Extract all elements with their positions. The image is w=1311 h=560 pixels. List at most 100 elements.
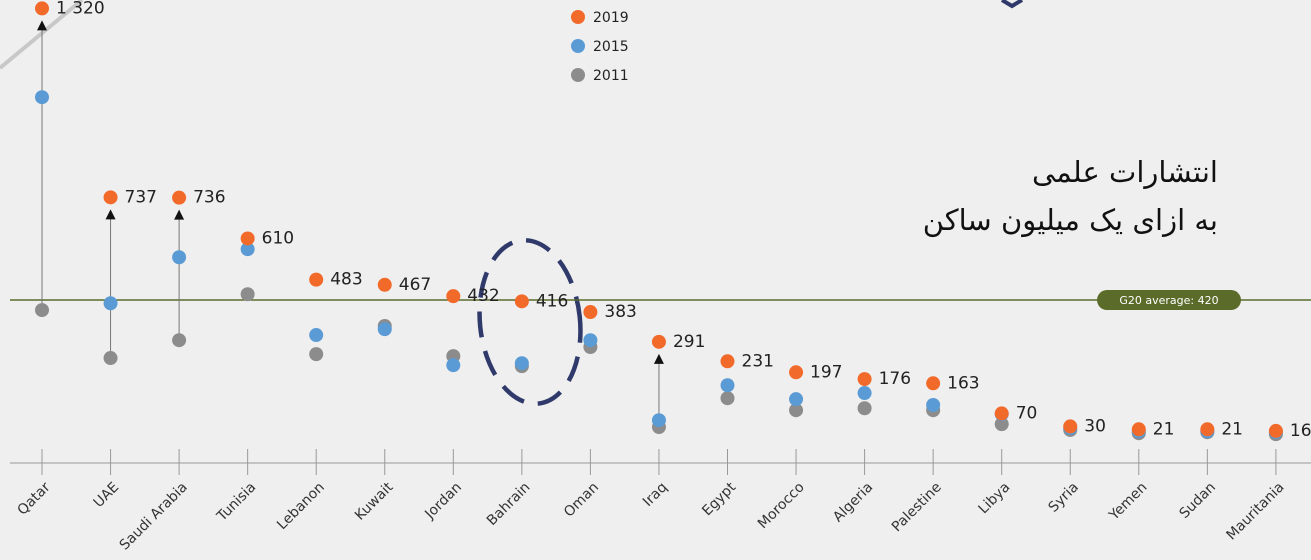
dot bbox=[514, 294, 529, 309]
decor-chevron bbox=[1000, 0, 1024, 9]
dot bbox=[309, 347, 324, 362]
dot bbox=[35, 90, 49, 105]
value-label: 21 bbox=[1153, 419, 1175, 439]
dot bbox=[720, 391, 735, 406]
value-label: 483 bbox=[330, 270, 362, 290]
legend-dot bbox=[571, 10, 585, 24]
dot bbox=[103, 190, 118, 205]
dot bbox=[514, 356, 529, 371]
x-tick-label: Bahrain bbox=[484, 479, 534, 529]
dot bbox=[172, 333, 187, 348]
value-label: 231 bbox=[742, 351, 774, 371]
dot bbox=[103, 351, 118, 366]
value-label: 383 bbox=[604, 302, 636, 322]
dot bbox=[857, 386, 872, 401]
dot bbox=[172, 190, 187, 205]
x-tick-label: Sudan bbox=[1177, 479, 1220, 522]
value-label: 16 bbox=[1290, 421, 1311, 441]
dot bbox=[377, 277, 392, 292]
dot bbox=[103, 296, 118, 311]
dot bbox=[720, 378, 735, 393]
value-label: 416 bbox=[536, 291, 568, 311]
dot bbox=[789, 403, 804, 418]
highlight-ellipse bbox=[477, 238, 583, 406]
x-tick-label: Qatar bbox=[14, 479, 53, 518]
annotation: انتشارات علمی به ازای یک میلیون ساکن bbox=[923, 148, 1218, 244]
x-tick-label: Algeria bbox=[830, 479, 876, 525]
dot bbox=[1268, 423, 1283, 438]
arrow-head bbox=[653, 353, 664, 364]
decor-line bbox=[0, 0, 84, 70]
dot bbox=[1131, 422, 1146, 437]
dot bbox=[651, 413, 666, 428]
value-label: 737 bbox=[125, 187, 157, 207]
dot bbox=[172, 250, 187, 265]
x-tick-label: Egypt bbox=[699, 479, 739, 519]
dot bbox=[857, 401, 872, 416]
dot bbox=[926, 398, 941, 413]
x-tick-label: UAE bbox=[91, 479, 123, 511]
value-label: 70 bbox=[1016, 403, 1038, 423]
dot bbox=[583, 305, 598, 320]
dot bbox=[377, 322, 392, 337]
annotation-line: انتشارات علمی bbox=[1031, 155, 1218, 189]
value-label: 21 bbox=[1221, 419, 1243, 439]
x-tick-label: Palestine bbox=[889, 479, 945, 535]
dot bbox=[1063, 419, 1078, 434]
dot bbox=[35, 303, 49, 318]
x-tick-label: Lebanon bbox=[274, 479, 328, 533]
legend-label: 2011 bbox=[593, 68, 629, 84]
x-tick-label: Syria bbox=[1046, 479, 1082, 515]
value-label: 291 bbox=[673, 332, 705, 352]
legend-label: 2015 bbox=[593, 39, 629, 55]
dot bbox=[651, 334, 666, 349]
value-label: 432 bbox=[467, 286, 499, 306]
dot bbox=[994, 417, 1009, 432]
dot bbox=[240, 231, 255, 246]
value-label: 197 bbox=[810, 362, 842, 382]
dot bbox=[857, 372, 872, 387]
x-tick-label: Iraq bbox=[640, 479, 671, 510]
dot bbox=[789, 392, 804, 407]
dot bbox=[309, 328, 324, 343]
dot bbox=[35, 1, 49, 16]
value-label: 163 bbox=[947, 373, 979, 393]
dot bbox=[309, 272, 324, 287]
dot bbox=[240, 287, 255, 302]
x-tick-label: Yemen bbox=[1106, 479, 1151, 524]
value-label: 610 bbox=[262, 228, 294, 248]
x-tick-label: Oman bbox=[561, 479, 602, 520]
legend-label: 2019 bbox=[593, 10, 629, 26]
x-tick-label: Kuwait bbox=[352, 479, 397, 524]
legend-dot bbox=[571, 68, 585, 82]
dot bbox=[240, 242, 255, 257]
x-tick-label: Jordan bbox=[421, 479, 465, 523]
arrow-head bbox=[105, 209, 116, 220]
legend-dot bbox=[571, 39, 585, 53]
arrow-head bbox=[174, 209, 185, 220]
arrow-head bbox=[37, 20, 47, 31]
value-label: 30 bbox=[1084, 416, 1106, 436]
annotation-line: به ازای یک میلیون ساکن bbox=[922, 203, 1218, 237]
dot bbox=[1200, 422, 1215, 437]
x-tick-label: Saudi Arabia bbox=[117, 479, 191, 553]
reference-label-bg bbox=[1097, 290, 1241, 311]
reference-label: G20 average: 420 bbox=[1119, 294, 1218, 307]
x-tick-label: Tunisia bbox=[213, 479, 259, 525]
dot bbox=[446, 358, 461, 373]
value-label: 736 bbox=[193, 188, 225, 208]
x-tick-label: Morocco bbox=[755, 479, 808, 532]
dot bbox=[720, 354, 735, 369]
value-label: 1 320 bbox=[56, 0, 105, 18]
x-tick-label: Libya bbox=[976, 479, 1014, 517]
dot bbox=[583, 333, 598, 348]
value-label: 176 bbox=[879, 369, 911, 389]
x-tick-label: Mauritania bbox=[1223, 479, 1287, 543]
dot bbox=[926, 376, 941, 391]
dot bbox=[446, 289, 461, 304]
value-label: 467 bbox=[399, 275, 431, 295]
dot bbox=[994, 406, 1009, 421]
dot bbox=[789, 365, 804, 380]
